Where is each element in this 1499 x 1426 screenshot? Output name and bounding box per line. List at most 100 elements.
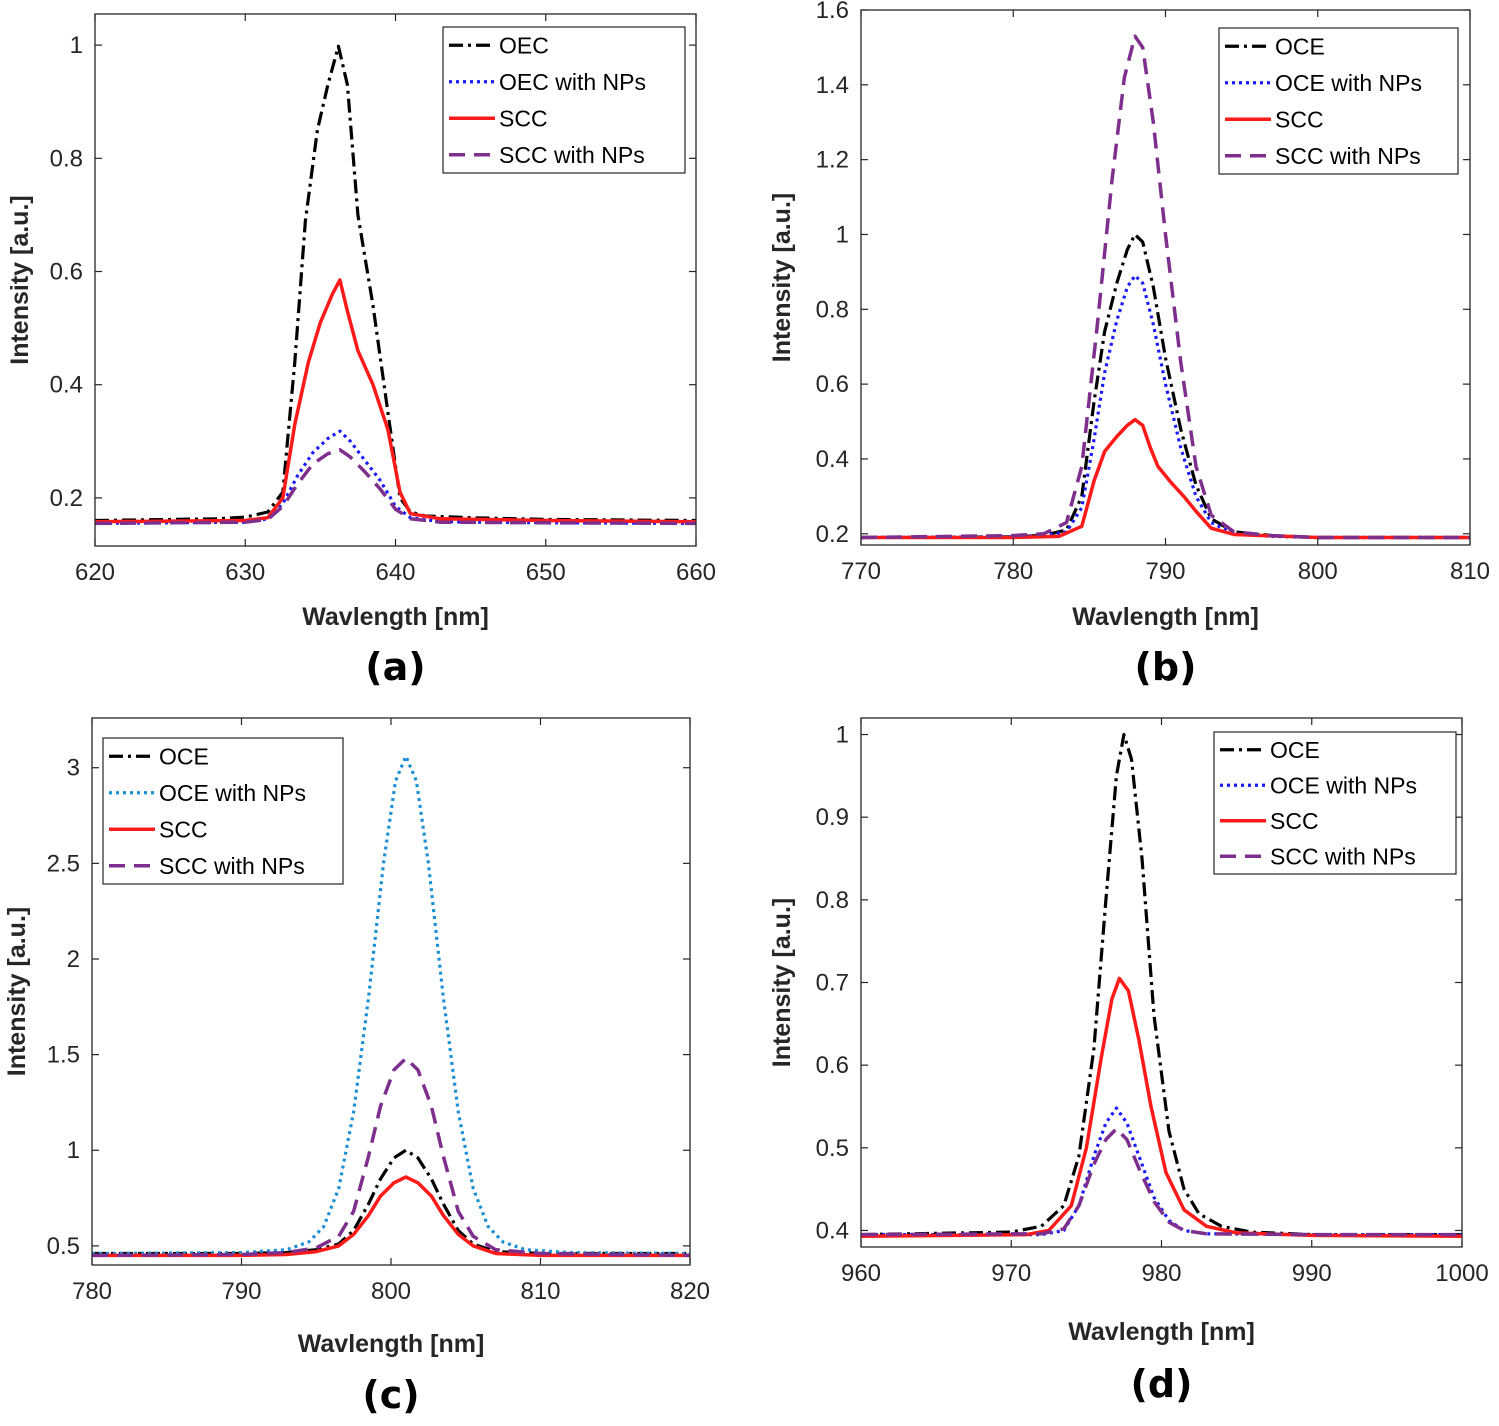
series-line-oce xyxy=(861,732,1462,1237)
y-tick-label: 0.5 xyxy=(816,1135,849,1162)
x-tick-label: 780 xyxy=(72,1278,112,1305)
y-tick-label: 0.7 xyxy=(816,970,849,997)
legend-box xyxy=(102,737,344,885)
y-tick-label: 3 xyxy=(67,755,80,782)
x-tick-label: 970 xyxy=(991,1260,1031,1287)
y-axis-label: Intensity [a.u.] xyxy=(768,193,796,362)
chart-panel-1: 620 630 640 650 660 0.2 0.4 0.6 0.8 1 Wavlength [n… xyxy=(6,13,716,689)
x-tick-label: 630 xyxy=(225,559,265,586)
y-tick-label: 0.2 xyxy=(50,485,83,512)
x-axis-label: Wavlength [nm] xyxy=(298,1330,485,1358)
x-tick-label: 980 xyxy=(1141,1260,1181,1287)
x-axis-label: Wavlength [nm] xyxy=(1072,603,1259,631)
y-tick-label: 1.4 xyxy=(816,72,849,99)
legend-entry-label: SCC xyxy=(499,105,548,131)
panel-label: (a) xyxy=(365,645,425,689)
series-line-oce-with-nps xyxy=(861,1106,1462,1237)
x-tick-label: 790 xyxy=(221,1278,261,1305)
x-tick-label: 790 xyxy=(1145,558,1185,585)
series-line-oce-with-nps xyxy=(861,274,1470,540)
y-tick-label: 0.2 xyxy=(816,521,849,548)
y-tick-label: 0.6 xyxy=(816,1052,849,1079)
x-tick-label: 990 xyxy=(1292,1260,1332,1287)
legend: OCE OCE with NPs SCC SCC with NPs xyxy=(1218,27,1459,175)
y-tick-label: 2 xyxy=(67,946,80,973)
x-tick-label: 800 xyxy=(371,1278,411,1305)
y-tick-label: 1 xyxy=(836,221,849,248)
legend-entry-label: SCC xyxy=(1275,106,1324,132)
chart-panel-2: 770 780 790 800 810 0.2 0.4 0.6 0.8 1 1.2 1.4 1.6 Wav… xyxy=(768,0,1490,689)
legend-entry-label: OEC xyxy=(499,32,549,58)
series-line-scc-with-nps xyxy=(861,34,1470,540)
y-tick-label: 0.8 xyxy=(50,145,83,172)
x-axis-label: Wavlength [nm] xyxy=(302,603,489,631)
legend: OEC OEC with NPs SCC SCC with NPs xyxy=(442,26,686,174)
legend-box xyxy=(1213,731,1457,875)
legend-entry-label: SCC with NPs xyxy=(1270,843,1416,869)
y-tick-label: 0.6 xyxy=(50,259,83,286)
legend-entry-label: SCC with NPs xyxy=(499,142,645,168)
legend: OCE OCE with NPs SCC SCC with NPs xyxy=(102,737,344,885)
panel-label: (c) xyxy=(362,1373,419,1417)
y-tick-label: 1 xyxy=(836,722,849,749)
legend-entry-label: OCE with NPs xyxy=(1270,772,1417,798)
legend-entry-label: OCE xyxy=(1275,33,1325,59)
series-line-scc xyxy=(861,417,1470,540)
y-tick-label: 0.4 xyxy=(816,446,849,473)
y-tick-label: 0.8 xyxy=(816,887,849,914)
legend-entry-label: OCE with NPs xyxy=(159,780,306,806)
y-tick-label: 0.4 xyxy=(816,1217,849,1244)
y-tick-label: 0.4 xyxy=(50,372,83,399)
legend-entry-label: OCE with NPs xyxy=(1275,70,1422,96)
x-tick-label: 810 xyxy=(520,1278,560,1305)
x-tick-label: 800 xyxy=(1298,558,1338,585)
legend-entry-label: SCC with NPs xyxy=(159,853,305,879)
series-line-scc-with-nps xyxy=(861,1127,1462,1237)
y-tick-label: 1 xyxy=(67,1137,80,1164)
x-tick-label: 770 xyxy=(841,558,881,585)
series-line-oce-with-nps xyxy=(92,754,690,1256)
series-line-scc xyxy=(861,976,1462,1239)
y-tick-label: 0.6 xyxy=(816,371,849,398)
x-tick-label: 640 xyxy=(375,559,415,586)
y-tick-label: 0.9 xyxy=(816,804,849,831)
series-line-oce xyxy=(92,1148,690,1256)
legend-entry-label: OCE xyxy=(1270,737,1320,763)
y-tick-label: 1.2 xyxy=(816,147,849,174)
x-tick-label: 660 xyxy=(676,559,716,586)
legend-entry-label: SCC with NPs xyxy=(1275,143,1421,169)
x-tick-label: 650 xyxy=(526,559,566,586)
y-tick-label: 0.5 xyxy=(47,1233,80,1260)
legend-entry-label: OCE xyxy=(159,743,209,769)
series-line-scc xyxy=(95,278,696,524)
legend-entry-label: OEC with NPs xyxy=(499,69,646,95)
series-line-scc xyxy=(92,1175,690,1258)
legend-box xyxy=(1218,27,1459,175)
legend: OCE OCE with NPs SCC SCC with NPs xyxy=(1213,731,1457,875)
x-tick-label: 780 xyxy=(993,558,1033,585)
legend-entry-label: SCC xyxy=(1270,808,1319,834)
series-line-scc-with-nps xyxy=(92,1056,690,1258)
x-tick-label: 1000 xyxy=(1435,1260,1488,1287)
panel-label: (b) xyxy=(1135,645,1197,689)
legend-entry-label: SCC xyxy=(159,816,208,842)
y-tick-label: 1.5 xyxy=(47,1042,80,1069)
y-tick-label: 1.6 xyxy=(816,0,849,24)
y-tick-label: 1 xyxy=(70,32,83,59)
chart-panel-3: 780 790 800 810 820 0.5 1 1.5 2 2.5 3 Wavlength [nm… xyxy=(3,717,710,1417)
series-line-scc-with-nps xyxy=(95,448,696,526)
y-axis-label: Intensity [a.u.] xyxy=(6,195,34,364)
x-tick-label: 820 xyxy=(670,1278,710,1305)
y-tick-label: 2.5 xyxy=(47,850,80,877)
chart-panel-4: 960 970 980 990 1000 0.4 0.5 0.6 0.7 0.8 0.9 1 Wavle… xyxy=(768,717,1489,1406)
y-tick-label: 0.8 xyxy=(816,296,849,323)
x-axis-label: Wavlength [nm] xyxy=(1068,1318,1255,1346)
y-axis-label: Intensity [a.u.] xyxy=(768,898,796,1067)
x-tick-label: 960 xyxy=(841,1260,881,1287)
legend-box xyxy=(442,26,686,174)
panel-label: (d) xyxy=(1131,1362,1193,1406)
x-tick-label: 810 xyxy=(1450,558,1490,585)
y-axis-label: Intensity [a.u.] xyxy=(3,907,31,1076)
x-tick-label: 620 xyxy=(75,559,115,586)
